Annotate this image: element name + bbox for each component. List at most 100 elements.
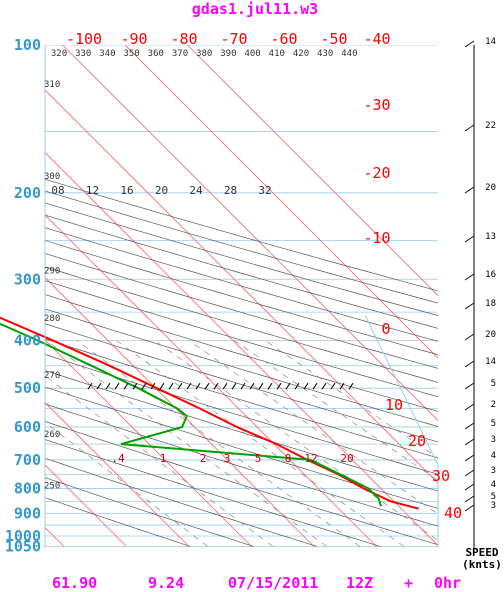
tropopause-mark	[303, 382, 309, 390]
dry-adiabat-line	[45, 202, 438, 316]
dry-adiabat-line	[45, 477, 254, 547]
theta-left-label: 260	[44, 430, 60, 440]
pressure-tick-label: 800	[14, 479, 41, 497]
isotherm-line	[0, 45, 1, 546]
dry-adiabat-line	[45, 308, 438, 427]
wind-barb	[464, 235, 475, 243]
dry-adiabat-line	[45, 403, 438, 527]
mixing-ratio-upper-label: 12	[86, 184, 99, 197]
wind-speed-label: 5	[491, 492, 496, 502]
isotherm-line	[45, 89, 438, 484]
tropopause-mark	[231, 382, 237, 390]
theta-top-label: 330	[75, 49, 91, 59]
isotherm-right-label: -20	[363, 164, 390, 182]
isotherm-top-label: -60	[270, 30, 297, 48]
isotherm-line	[45, 339, 252, 547]
dry-adiabat-line	[45, 240, 438, 356]
dry-adiabat-line	[45, 190, 438, 304]
theta-top-label: 380	[196, 49, 212, 59]
pressure-tick-label: 300	[14, 270, 41, 288]
wind-speed-label: 14	[485, 357, 496, 367]
dry-adiabat-line	[45, 421, 438, 546]
tropopause-mark	[258, 382, 264, 390]
mixing-ratio-line	[46, 340, 327, 547]
tropopause-mark	[222, 382, 228, 390]
tropopause-mark	[177, 382, 183, 390]
wind-barb	[464, 40, 475, 48]
tropopause-mark	[114, 382, 120, 390]
dry-adiabat-line	[45, 338, 438, 459]
mixing-ratio-line	[116, 340, 405, 547]
footer-plus: +	[404, 574, 413, 592]
theta-top-label: 410	[269, 49, 285, 59]
mixing-ratio-line	[45, 375, 274, 547]
wind-speed-label: 4	[491, 480, 496, 490]
wind-speed-label: 22	[485, 121, 496, 131]
isotherm-line	[45, 401, 190, 547]
wind-barb	[464, 186, 475, 194]
theta-left-label: 310	[44, 80, 60, 90]
dry-adiabat-line	[45, 323, 438, 443]
isotherm-top-label: -70	[220, 30, 247, 48]
isotherm-line	[187, 45, 438, 297]
mixing-ratio-lower-label: 3	[224, 452, 231, 465]
dry-adiabat-line	[45, 370, 438, 492]
isotherm-right-label: -10	[363, 229, 390, 247]
isotherm-right-label: -40	[363, 30, 390, 48]
tropopause-mark	[276, 382, 282, 390]
tropopause-mark	[150, 382, 156, 390]
theta-top-label: 340	[99, 49, 115, 59]
tropopause-mark	[105, 382, 111, 390]
mixing-ratio-upper-label: 24	[189, 184, 203, 197]
isotherm-top-label: -100	[66, 30, 102, 48]
wind-barb	[464, 360, 475, 368]
pressure-tick-label: 1000	[5, 527, 41, 545]
dewpoint-profile-line	[0, 322, 383, 507]
tropopause-mark	[195, 382, 201, 390]
wind-speed-label: 18	[485, 299, 496, 309]
isotherm-line	[45, 151, 438, 547]
wind-barb	[464, 333, 475, 341]
mixing-ratio-lower-label: 2	[200, 452, 207, 465]
dry-adiabat-line	[45, 214, 438, 329]
chart-title: gdas1.jul11.w3	[192, 0, 318, 18]
wind-speed-label: 5	[491, 419, 496, 429]
isotherm-right-label: 20	[408, 432, 426, 450]
tropopause-mark	[186, 382, 192, 390]
dry-adiabat-line	[45, 386, 438, 509]
theta-top-label: 360	[148, 49, 164, 59]
mixing-ratio-upper-label: 16	[120, 184, 133, 197]
mixing-ratio-line	[189, 340, 438, 515]
dry-adiabat-line	[45, 457, 318, 547]
wind-speed-label: 5	[491, 379, 496, 389]
mixing-ratio-upper-label: 20	[155, 184, 168, 197]
mixing-ratio-lower-label: 1	[160, 452, 167, 465]
wind-barb	[464, 422, 475, 430]
theta-left-label: 270	[44, 371, 60, 381]
theta-left-label: 290	[44, 267, 60, 277]
mixing-ratio-upper-label: 32	[258, 184, 271, 197]
pressure-tick-label: 200	[14, 184, 41, 202]
isotherm-line	[45, 276, 315, 547]
wind-barb	[464, 124, 475, 132]
speed-header: SPEED	[465, 546, 498, 559]
theta-top-label: 430	[317, 49, 333, 59]
isotherm-top-label: -50	[320, 30, 347, 48]
tropopause-mark	[204, 382, 210, 390]
wind-speed-label: 20	[485, 183, 496, 193]
theta-left-label: 300	[44, 172, 60, 182]
tropopause-mark	[294, 382, 300, 390]
footer-lon: 9.24	[148, 574, 184, 592]
tropopause-mark	[96, 382, 102, 390]
dry-adiabat-line	[45, 439, 381, 547]
pressure-tick-label: 900	[14, 505, 41, 523]
pressure-tick-label: 100	[14, 36, 41, 54]
isotherm-line	[45, 214, 377, 547]
wind-barb	[464, 454, 475, 462]
isotherm-top-label: -80	[170, 30, 197, 48]
tropopause-mark	[123, 382, 129, 390]
right-boundary-line	[364, 314, 439, 548]
wind-speed-label: 3	[491, 435, 496, 445]
theta-left-label: 250	[44, 482, 60, 492]
mixing-ratio-upper-label: 28	[224, 184, 237, 197]
